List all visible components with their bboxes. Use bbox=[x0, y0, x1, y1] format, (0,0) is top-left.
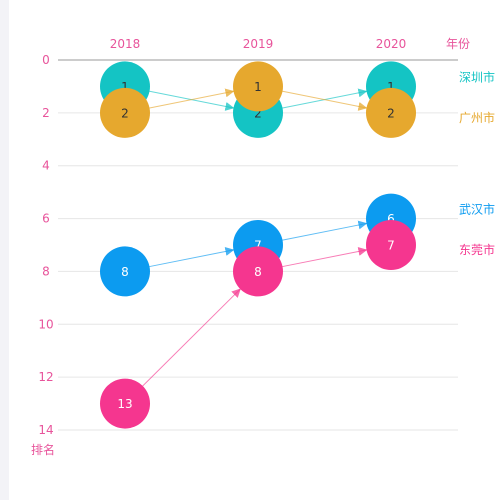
y-tick-label: 2 bbox=[42, 106, 50, 120]
data-label: 2 bbox=[254, 106, 262, 120]
series-name-label: 东莞市 bbox=[459, 242, 495, 257]
y-axis-name: 排名 bbox=[31, 442, 55, 457]
data-point[interactable] bbox=[233, 61, 283, 112]
y-tick-label: 8 bbox=[42, 264, 50, 278]
data-label: 1 bbox=[387, 80, 395, 94]
trend-arrow bbox=[149, 88, 235, 109]
x-tick-label: 2020 bbox=[376, 37, 407, 51]
data-point[interactable] bbox=[366, 220, 416, 270]
data-label: 1 bbox=[121, 80, 129, 94]
data-label: 8 bbox=[254, 265, 262, 279]
data-points: 1 2 1 2 1 2 8 7 6 13 8 7 bbox=[100, 61, 416, 429]
x-tick-label: 2018 bbox=[110, 37, 141, 51]
y-tick-label: 4 bbox=[42, 159, 50, 173]
y-tick-label: 12 bbox=[38, 370, 53, 384]
trend-arrow bbox=[282, 247, 368, 268]
y-tick-label: 14 bbox=[38, 423, 53, 437]
trend-arrow bbox=[282, 220, 368, 241]
y-tick-label: 6 bbox=[42, 212, 50, 226]
series-name-label: 广州市 bbox=[459, 110, 495, 125]
data-label: 8 bbox=[121, 265, 129, 279]
trend-arrow bbox=[142, 288, 241, 387]
data-point[interactable] bbox=[233, 246, 283, 297]
data-point[interactable] bbox=[100, 246, 150, 297]
data-point[interactable] bbox=[366, 87, 416, 138]
data-label: 2 bbox=[387, 106, 395, 120]
series-name-label: 武汉市 bbox=[459, 202, 495, 217]
data-label: 7 bbox=[254, 239, 262, 253]
data-label: 2 bbox=[121, 106, 129, 120]
y-tick-label: 0 bbox=[42, 53, 50, 67]
data-label: 1 bbox=[254, 80, 262, 94]
axes: 年份 排名 bbox=[31, 37, 470, 457]
trend-arrows bbox=[142, 88, 368, 387]
data-label: 7 bbox=[387, 239, 395, 253]
y-tick-label: 10 bbox=[38, 317, 53, 331]
data-point[interactable] bbox=[100, 87, 150, 138]
x-tick-label: 2019 bbox=[243, 37, 274, 51]
data-point[interactable] bbox=[100, 378, 150, 429]
data-label: 6 bbox=[387, 212, 395, 226]
trend-arrow bbox=[282, 90, 368, 111]
series-name-label: 深圳市 bbox=[459, 69, 495, 84]
trend-arrow bbox=[149, 247, 235, 268]
data-label: 13 bbox=[117, 397, 132, 411]
x-axis-name: 年份 bbox=[446, 37, 470, 51]
